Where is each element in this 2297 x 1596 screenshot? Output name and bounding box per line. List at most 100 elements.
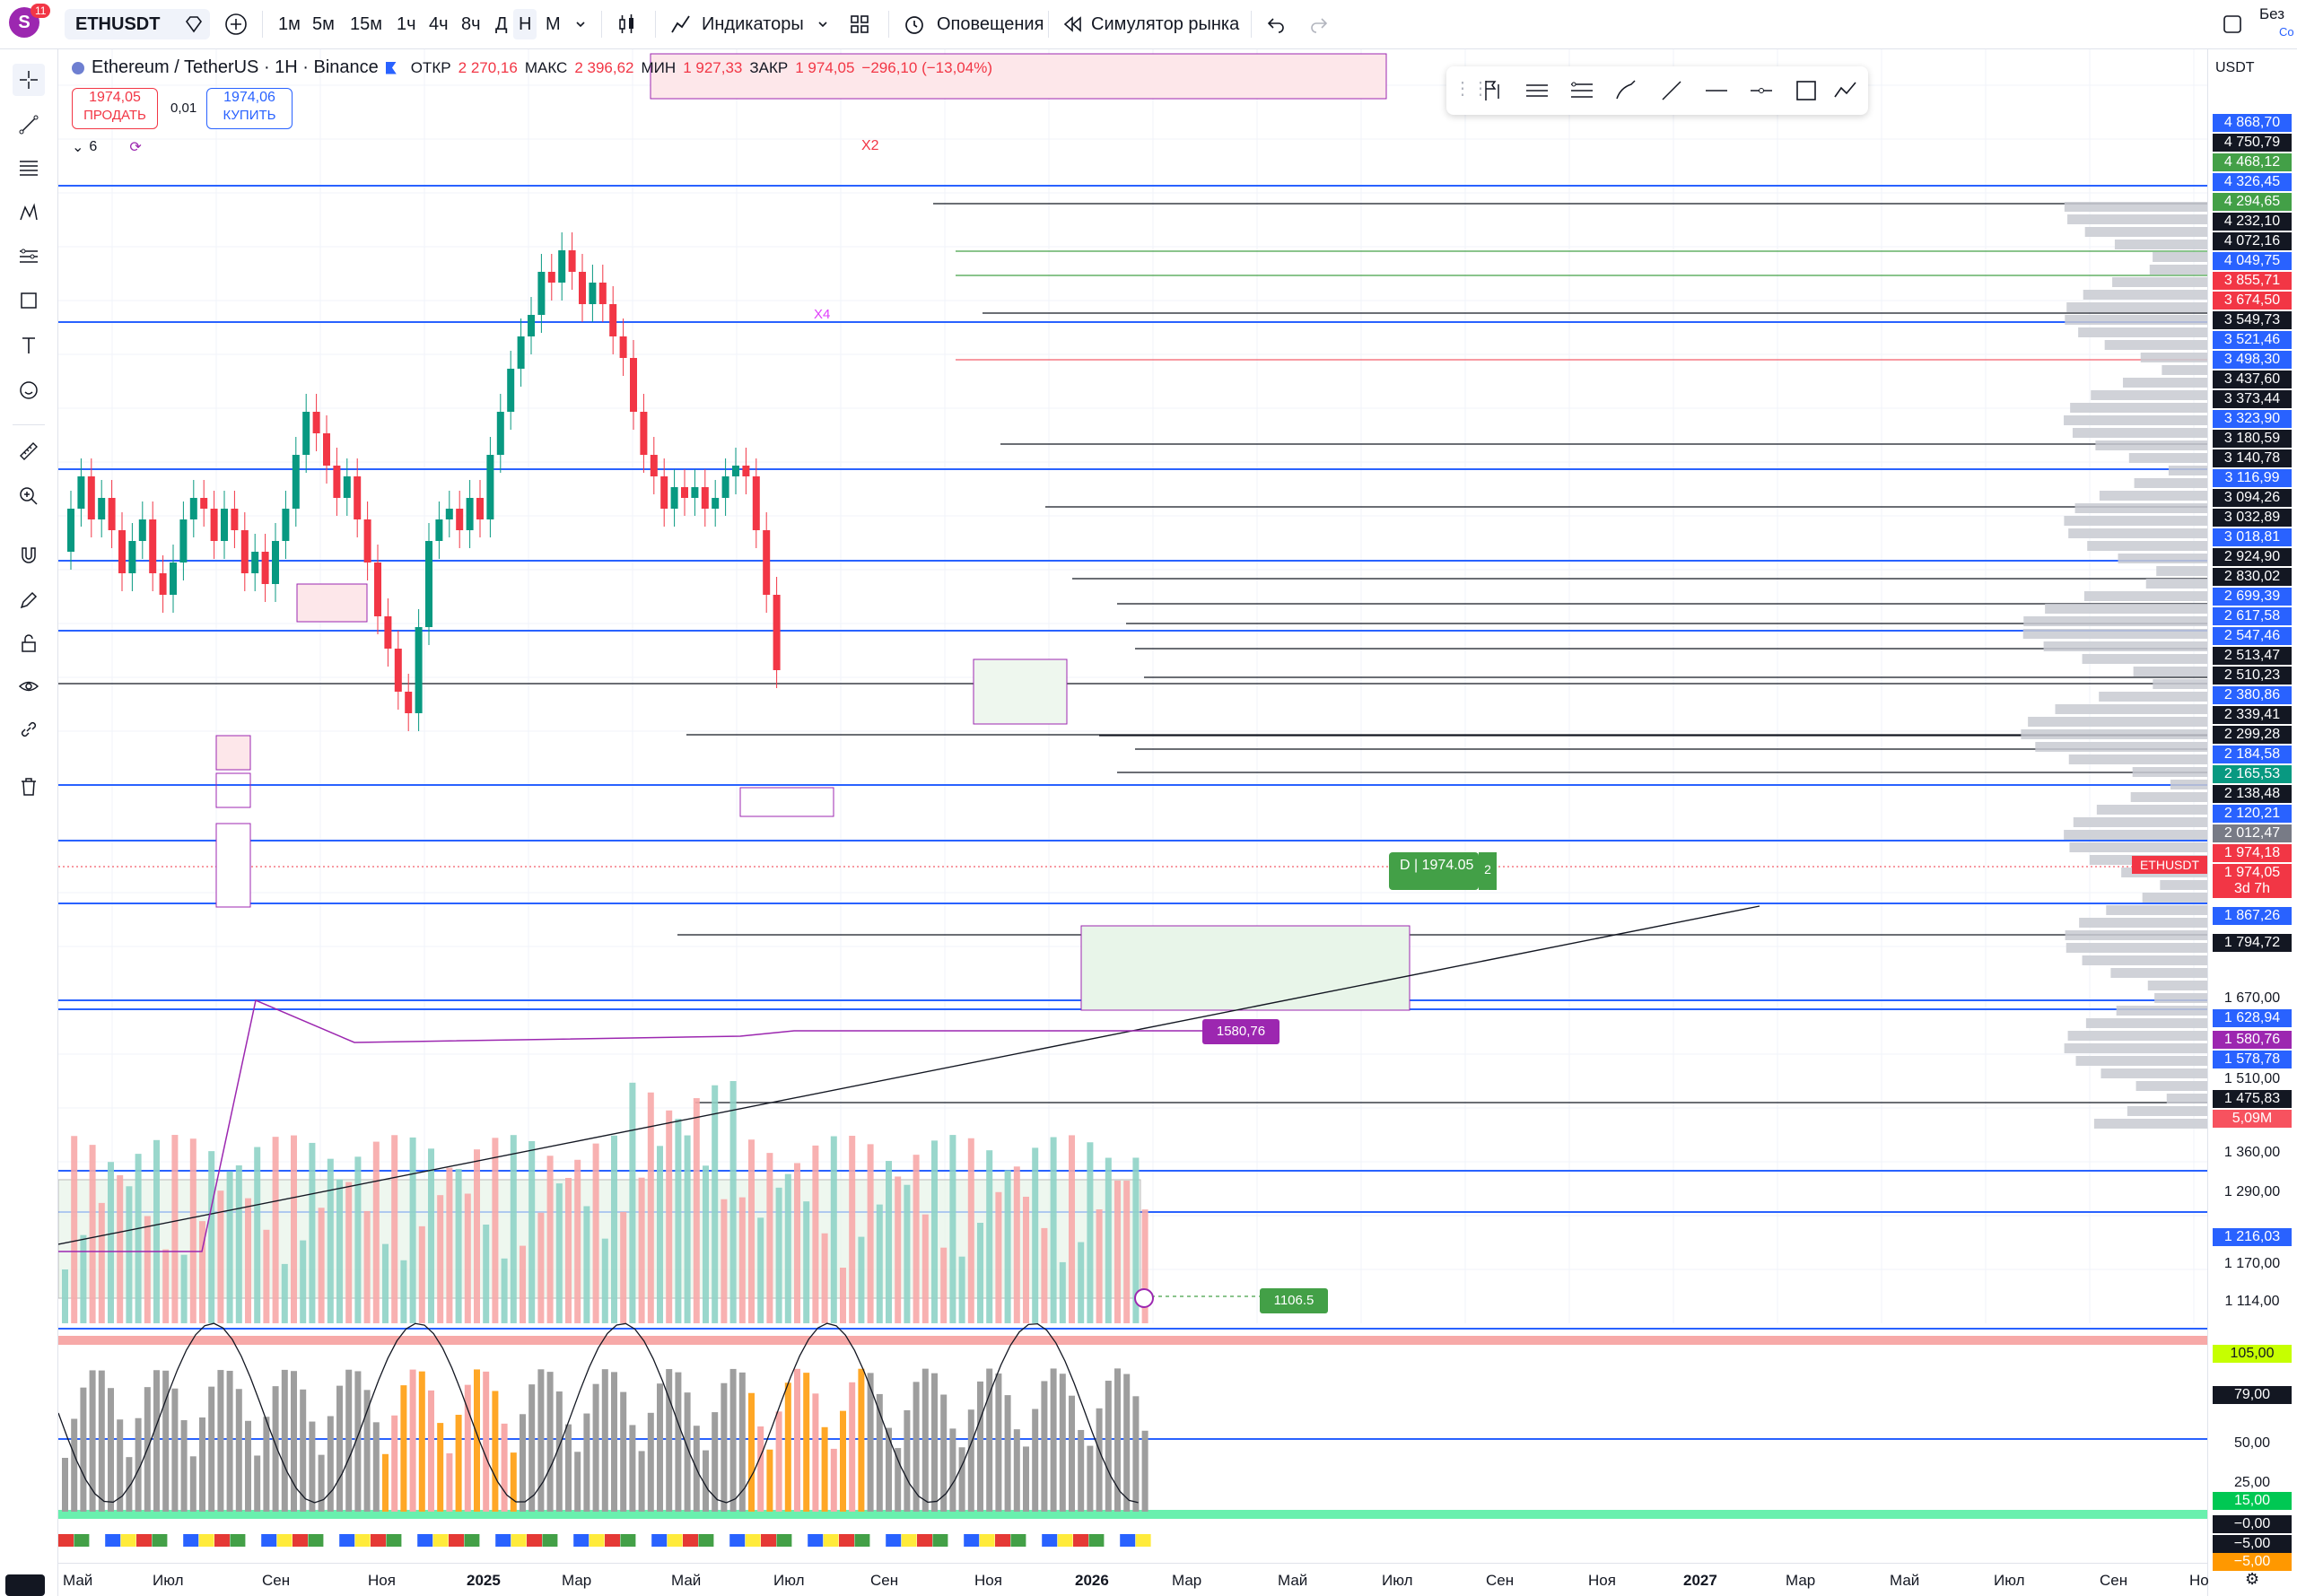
time-label: Май [1890, 1572, 1920, 1589]
shapes-icon[interactable] [13, 284, 45, 317]
trash-icon[interactable] [13, 771, 45, 803]
flag-tool-icon[interactable] [1479, 77, 1506, 104]
path-tool-icon[interactable] [1832, 77, 1859, 104]
interval-5m[interactable]: 5м [312, 13, 335, 34]
osc-bar [89, 1370, 96, 1512]
time-label: Ноя [974, 1572, 1002, 1589]
volume-bars [62, 1081, 1148, 1323]
sell-button[interactable]: 1974,05 ПРОДАТЬ [72, 88, 158, 129]
volume-bar [638, 1177, 645, 1323]
volume-bar [171, 1135, 179, 1323]
profile-bar [2021, 729, 2207, 739]
time-label: Май [671, 1572, 702, 1589]
candles-icon[interactable] [616, 9, 639, 39]
crosshair-icon[interactable] [13, 64, 45, 96]
volume-bar [1141, 1209, 1148, 1323]
price-label: 1 290,00 [2223, 1184, 2281, 1199]
osc-bar [309, 1421, 316, 1512]
time-label: Сен [870, 1572, 899, 1589]
spread-value: 0,01 [170, 100, 197, 116]
signal-strip [276, 1534, 293, 1547]
chevron-down-icon[interactable] [817, 9, 829, 39]
buy-button[interactable]: 1974,06 КУПИТЬ [206, 88, 293, 129]
text-icon[interactable] [13, 329, 45, 362]
redo-icon[interactable] [1308, 9, 1330, 39]
market-replay-button[interactable]: Симулятор рынка [1091, 13, 1240, 34]
indicators-count: 6 [89, 139, 98, 154]
interval-day[interactable]: Д [495, 13, 508, 34]
candle-body [210, 509, 218, 541]
regression-icon[interactable] [1568, 77, 1595, 104]
zoom-icon[interactable] [13, 480, 45, 512]
chevron-down-icon[interactable] [574, 9, 587, 39]
alerts-button[interactable]: Оповещения [937, 13, 1044, 34]
osc-bar [189, 1456, 197, 1512]
price-chart[interactable] [58, 49, 2207, 1592]
emoji-icon[interactable] [13, 374, 45, 406]
forecast-icon[interactable] [13, 240, 45, 272]
price-label: 1 580,76 [2213, 1031, 2292, 1049]
alarm-clock-icon[interactable] [903, 9, 926, 39]
interval-15m[interactable]: 15м [350, 13, 382, 34]
rectangle-tool-icon[interactable] [1793, 77, 1820, 104]
volume-bar [520, 1245, 526, 1323]
fib-icon[interactable] [13, 152, 45, 184]
horizontal-ray-icon[interactable] [1703, 77, 1730, 104]
trend-line-icon[interactable] [13, 109, 45, 141]
order-label[interactable]: D | 1974.05 [1389, 852, 1479, 890]
add-symbol-icon[interactable] [224, 9, 248, 39]
symbol-name[interactable]: ETHUSDT [75, 13, 161, 34]
osc-bar [729, 1368, 737, 1512]
settings-gear-icon[interactable]: ⚙ [2245, 1570, 2260, 1588]
profile-bar [2140, 353, 2207, 362]
legend-title[interactable]: Ethereum / TetherUS · 1H · Binance [92, 57, 379, 77]
interval-month[interactable]: М [546, 13, 561, 34]
volume-bar [876, 1204, 883, 1323]
parallel-channel-icon[interactable] [1524, 77, 1550, 104]
osc-bar [409, 1369, 416, 1512]
interval-4h[interactable]: 4ч [429, 13, 449, 34]
compare-symbol-icon[interactable] [183, 9, 205, 39]
profile-bar [2067, 214, 2207, 224]
magnet-icon[interactable] [13, 539, 45, 571]
pencil-lock-icon[interactable] [13, 584, 45, 616]
templates-icon[interactable] [849, 9, 870, 39]
link-icon[interactable] [13, 713, 45, 746]
sync-icon[interactable]: ⟳ [129, 140, 142, 155]
lock-icon[interactable] [13, 627, 45, 659]
ruler-icon[interactable] [13, 435, 45, 467]
flag-icon[interactable] [385, 61, 397, 74]
volume-bar [62, 1269, 68, 1323]
candle-body [312, 412, 320, 433]
symbol-search[interactable] [65, 9, 210, 39]
interval-week[interactable]: Н [513, 9, 537, 39]
order-label-text: D | 1974.05 [1400, 858, 1474, 873]
price-label: 3 437,60 [2213, 371, 2292, 388]
indicators-button[interactable]: Индикаторы [702, 13, 804, 34]
profile-bar [2147, 981, 2207, 990]
volume-bar [858, 1236, 865, 1323]
indicators-icon[interactable] [669, 9, 693, 39]
brush-icon[interactable] [1613, 77, 1640, 104]
currency-select[interactable]: USDT [2215, 60, 2255, 75]
volume-bar [657, 1146, 663, 1323]
volume-bar [474, 1149, 480, 1323]
replay-icon[interactable] [1061, 9, 1084, 39]
indicators-toggle[interactable]: ⌄ 6 ⟳ [72, 138, 142, 156]
horizontal-line-icon[interactable] [1748, 77, 1775, 104]
candle-body [691, 487, 699, 498]
interval-1m[interactable]: 1м [278, 13, 301, 34]
layout-name[interactable]: Без [2259, 5, 2285, 22]
drag-handle-icon[interactable]: ⋮⋮ [1454, 79, 1489, 99]
price-label: 3 116,99 [2213, 469, 2292, 487]
line-tool-icon[interactable] [1658, 77, 1685, 104]
osc-bar [684, 1392, 691, 1512]
undo-icon[interactable] [1265, 9, 1287, 39]
pattern-icon[interactable] [13, 196, 45, 229]
interval-1h[interactable]: 1ч [397, 13, 416, 34]
interval-8h[interactable]: 8ч [461, 13, 481, 34]
layout-checkbox[interactable] [2222, 9, 2243, 39]
eye-icon[interactable] [13, 670, 45, 702]
osc-bar [794, 1368, 800, 1512]
signal-strip [683, 1534, 698, 1547]
